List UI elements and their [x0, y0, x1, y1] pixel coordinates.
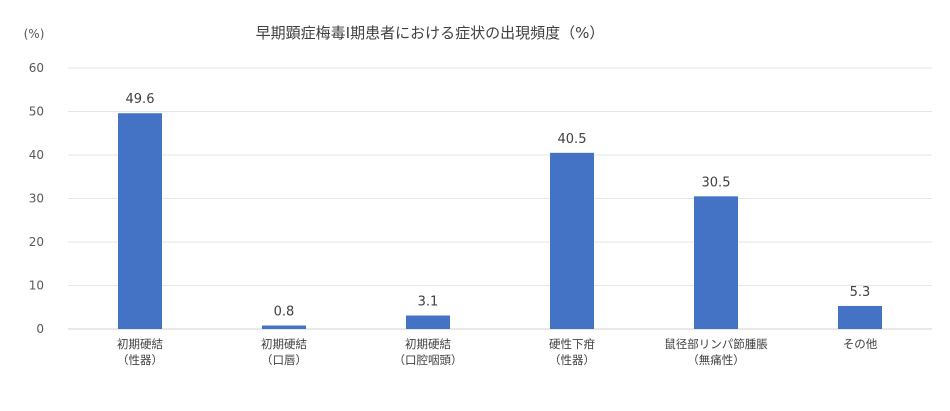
- data-label: 40.5: [558, 132, 587, 147]
- category-label: 硬性下疳（性器）: [549, 337, 595, 367]
- category-label: その他: [843, 337, 878, 351]
- data-label: 3.1: [418, 295, 439, 310]
- data-label: 0.8: [274, 305, 295, 320]
- bar: [550, 152, 594, 329]
- y-tick-label: 60: [29, 61, 44, 75]
- y-axis-unit: (%): [24, 27, 45, 41]
- data-label: 49.6: [126, 92, 155, 107]
- bar: [838, 305, 882, 329]
- data-label: 5.3: [850, 285, 871, 300]
- category-label: 初期硬結（性器）: [117, 337, 163, 367]
- bar: [262, 325, 306, 329]
- bar: [406, 315, 450, 329]
- y-tick-label: 40: [29, 148, 44, 162]
- y-tick-label: 0: [36, 322, 44, 336]
- bar: [118, 113, 162, 330]
- category-label: 初期硬結（口唇）: [261, 337, 307, 367]
- gridlines: [68, 67, 932, 330]
- category-label: 鼠径部リンパ節腫脹（無痛性）: [664, 337, 768, 367]
- data-label: 30.5: [702, 175, 731, 190]
- category-label: 初期硬結（口腔咽頭）: [394, 337, 463, 367]
- y-tick-label: 50: [29, 105, 44, 119]
- x-axis-categories: 初期硬結（性器） 初期硬結（口唇） 初期硬結（口腔咽頭） 硬性下疳（性器） 鼠径部リンパ…: [117, 337, 878, 367]
- y-tick-label: 30: [29, 192, 44, 206]
- data-labels: 49.6 0.8 3.1 40.5 30.5 5.3: [126, 92, 871, 319]
- chart-title: 早期顕症梅毒Ⅰ期患者における症状の出現頻度（%）: [256, 24, 605, 42]
- y-tick-label: 10: [29, 279, 44, 293]
- y-tick-label: 20: [29, 235, 44, 249]
- bar: [694, 196, 738, 329]
- bars: [118, 113, 882, 330]
- y-axis-ticks: 0 10 20 30 40 50 60: [29, 61, 44, 336]
